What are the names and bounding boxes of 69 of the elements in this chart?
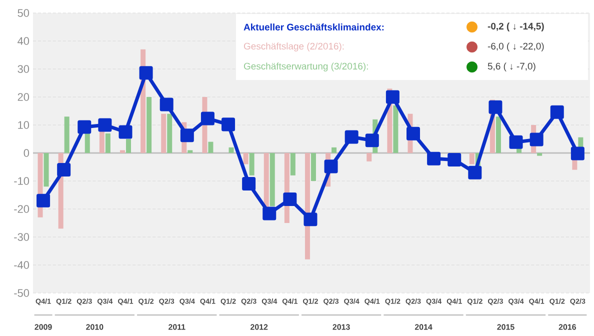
bar	[146, 96, 152, 153]
point	[118, 125, 132, 139]
bar	[393, 105, 398, 153]
bar	[249, 152, 254, 176]
y-tick-label: 10	[18, 121, 30, 129]
point	[160, 98, 174, 112]
bar	[120, 150, 125, 153]
bar	[270, 152, 275, 206]
bar	[167, 114, 172, 153]
y-tick-label: -10	[14, 177, 30, 185]
bar	[99, 130, 104, 153]
y-tick-label: -20	[14, 205, 30, 213]
point	[448, 152, 462, 166]
bar	[208, 142, 214, 153]
bar	[290, 152, 296, 176]
annotation: 5,6 ( ↓ -7,0)	[488, 62, 536, 72]
point	[570, 146, 584, 160]
bar	[105, 133, 110, 153]
point	[242, 177, 256, 191]
point	[386, 90, 400, 104]
bar	[84, 133, 90, 153]
bar	[126, 138, 131, 153]
point	[222, 118, 236, 132]
point	[262, 206, 276, 220]
point	[78, 120, 92, 134]
bar	[310, 152, 316, 181]
text: Aktueller Geschäftsklimaindex:	[244, 24, 384, 30]
text: Geschäftslage (2/2016):	[244, 42, 344, 52]
bar	[496, 116, 501, 153]
point	[344, 130, 358, 144]
point	[180, 128, 194, 142]
point	[427, 152, 441, 166]
point	[509, 135, 523, 149]
point	[139, 66, 153, 80]
y-tick-label: -40	[14, 261, 30, 269]
bar	[264, 152, 269, 209]
point	[550, 105, 564, 119]
y-tick-label: 30	[18, 65, 30, 73]
bar	[64, 116, 70, 153]
point	[406, 126, 420, 140]
bar	[228, 147, 234, 153]
y-tick-label: -50	[14, 289, 30, 297]
bar	[188, 150, 193, 153]
point	[57, 163, 71, 177]
point	[283, 192, 297, 206]
point	[488, 100, 502, 114]
point	[365, 134, 379, 148]
point	[468, 166, 482, 180]
bar	[161, 114, 166, 153]
y-tick-label: 40	[18, 37, 30, 45]
bar	[44, 152, 49, 187]
bar	[537, 152, 542, 156]
y-tick-label: 50	[18, 9, 30, 17]
bar	[243, 152, 248, 164]
bar	[332, 147, 337, 153]
point	[98, 118, 112, 132]
text: Geschäftserwartung (3/2016):	[244, 62, 368, 72]
y-tick-label: 20	[18, 93, 30, 101]
point	[304, 212, 318, 226]
point	[530, 132, 544, 146]
y-tick-label: 0	[24, 149, 30, 157]
annotation: -0,2 ( ↓ -14,5)	[488, 22, 544, 32]
y-tick-label: -30	[14, 233, 30, 241]
point	[324, 160, 338, 174]
bar	[366, 152, 372, 162]
point	[36, 194, 50, 208]
annotation: -6,0 ( ↓ -22,0)	[488, 42, 544, 52]
bar	[469, 152, 474, 164]
point	[200, 112, 214, 126]
